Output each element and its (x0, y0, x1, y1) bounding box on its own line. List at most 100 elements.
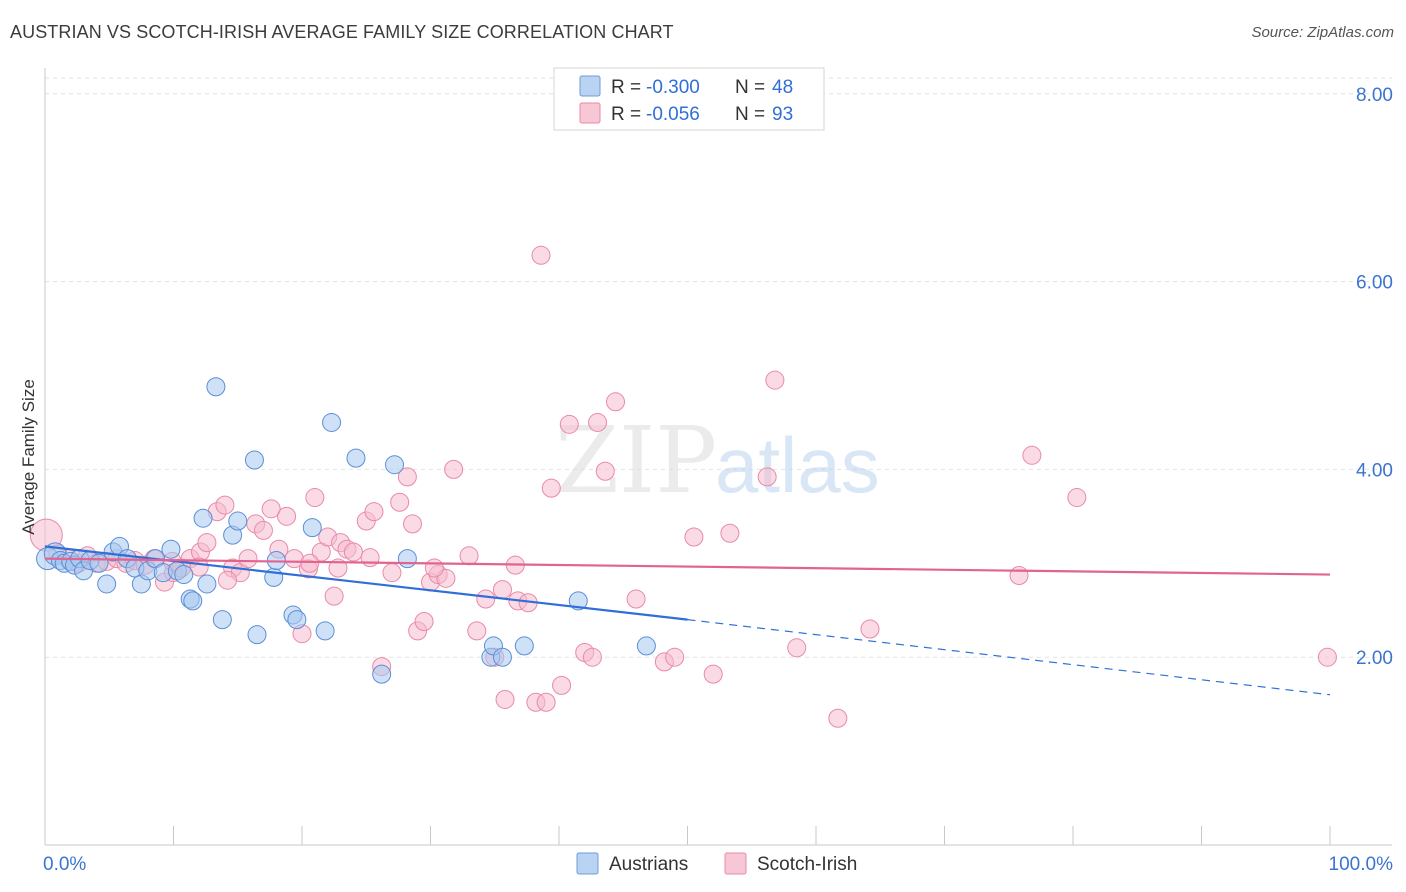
stats-scotch-swatch (579, 102, 601, 124)
y-tick-label-0: 2.00 (1356, 648, 1393, 669)
scotch-irish-point-17 (197, 533, 217, 553)
austrians-point-10 (97, 574, 117, 594)
scotch-irish-point-83 (1022, 445, 1042, 465)
scotch-irish-point-34 (324, 586, 344, 606)
y-tick-label-2: 6.00 (1356, 273, 1393, 294)
austrians-point-37 (315, 621, 335, 641)
scotch-irish-point-39 (364, 502, 384, 522)
austrians-point-46 (514, 636, 534, 656)
austrians-point-30 (244, 450, 264, 470)
scotch-irish-point-53 (476, 589, 496, 609)
scotch-irish-point-56 (495, 689, 515, 709)
scotch-irish-point-81 (860, 619, 880, 639)
scotch-irish-point-25 (261, 499, 281, 519)
scotch-irish-point-68 (588, 412, 608, 432)
series-legend: Austrians Scotch-Irish (576, 852, 857, 875)
scotch-irish-point-51 (459, 546, 479, 566)
austrians-point-31 (247, 625, 267, 645)
scotch-irish-point-61 (536, 692, 556, 712)
scotch-irish-point-19 (215, 495, 235, 515)
scotch-irish-point-73 (665, 647, 685, 667)
austrians-point-42 (397, 549, 417, 569)
stats-legend: R = -0.300 N = 48 R = -0.056 N = 93 (553, 67, 825, 131)
scotch-irish-point-79 (787, 638, 807, 658)
austrians-point-21 (174, 565, 194, 585)
austrians-point-29 (228, 511, 248, 531)
y-tick-label-3: 8.00 (1356, 85, 1393, 106)
austrians-point-24 (197, 574, 217, 594)
austrians-point-36 (302, 518, 322, 538)
axes (44, 68, 1392, 846)
scotch-irish-point-84 (1067, 488, 1087, 508)
scotch-irish-point-69 (595, 461, 615, 481)
scotch-irish-point-50 (444, 459, 464, 479)
scotch-irish-point-64 (552, 675, 572, 695)
stats-austrians-n-value: 48 (772, 77, 793, 98)
scotch-irish-point-75 (703, 664, 723, 684)
scotch-irish-point-55 (492, 580, 512, 600)
scotch-irish-point-43 (397, 467, 417, 487)
austrians-point-45 (492, 647, 512, 667)
scotch-irish-point-52 (467, 621, 487, 641)
legend-austrians-label: Austrians (609, 854, 688, 875)
scotch-irish-trend-line (44, 557, 1331, 576)
scotch-irish-point-63 (541, 478, 561, 498)
scotch-irish-point-86 (300, 553, 320, 573)
y-axis-label: Average Family Size (19, 379, 38, 535)
scotch-irish-point-80 (828, 708, 848, 728)
scotch-irish-point-77 (757, 467, 777, 487)
chart-source: Source: ZipAtlas.com (1251, 24, 1394, 41)
legend-austrians-swatch (576, 852, 599, 875)
y-tick-label-1: 4.00 (1356, 460, 1393, 481)
scotch-irish-point-89 (328, 558, 348, 578)
scotch-irish-point-41 (382, 563, 402, 583)
scotch-irish-point-27 (277, 506, 297, 526)
austrians-point-23 (183, 591, 203, 611)
austrians-points (36, 377, 656, 684)
scotch-irish-point-65 (559, 414, 579, 434)
scotch-irish-point-71 (626, 589, 646, 609)
scotch-irish-point-92 (424, 558, 444, 578)
austrians-point-48 (568, 591, 588, 611)
legend-scotch-label: Scotch-Irish (757, 854, 857, 875)
scotch-irish-point-67 (582, 647, 602, 667)
austrians-trend-extension (687, 619, 1331, 696)
x-tick-label-0: 0.0% (43, 854, 86, 875)
scotch-irish-point-70 (606, 392, 626, 412)
stats-scotch-r-label: R = (611, 104, 641, 125)
scotch-irish-point-42 (390, 492, 410, 512)
austrians-point-25 (193, 508, 213, 528)
scotch-irish-point-46 (414, 612, 434, 632)
austrians-point-27 (212, 610, 232, 630)
scotch-irish-point-62 (531, 245, 551, 265)
scotch-irish-point-91 (360, 548, 380, 568)
x-tick-label-1: 100.0% (1329, 854, 1394, 875)
scotch-irish-point-78 (765, 370, 785, 390)
stats-austrians-r-value: -0.300 (646, 77, 700, 98)
stats-scotch-n-value: 93 (772, 104, 793, 125)
austrians-point-38 (322, 412, 342, 432)
stats-austrians-n-label: N = (735, 77, 765, 98)
stats-austrians-r-label: R = (611, 77, 641, 98)
scotch-irish-point-22 (238, 549, 258, 569)
scotch-irish-point-44 (403, 514, 423, 534)
scotch-irish-point-37 (343, 542, 363, 562)
scotch-irish-point-82 (1009, 566, 1029, 585)
austrians-point-19 (161, 539, 181, 559)
austrians-point-35 (287, 610, 307, 630)
watermark-atlas: atlas (715, 421, 880, 509)
legend-scotch-swatch (724, 852, 747, 875)
scotch-irish-point-76 (720, 523, 740, 543)
x-tick-labels: 0.0% 100.0% (43, 854, 1393, 875)
stats-scotch-n-label: N = (735, 104, 765, 125)
watermark: ZIP atlas (555, 407, 880, 514)
stats-scotch-r-value: -0.056 (646, 104, 700, 125)
austrians-point-40 (372, 664, 392, 684)
y-tick-labels: 2.00 4.00 6.00 8.00 (1356, 85, 1393, 669)
scotch-irish-point-24 (253, 520, 273, 540)
scotch-irish-point-31 (305, 488, 325, 508)
austrians-trend-line (44, 545, 688, 621)
austrians-point-47 (636, 636, 656, 656)
watermark-zip: ZIP (555, 407, 717, 514)
